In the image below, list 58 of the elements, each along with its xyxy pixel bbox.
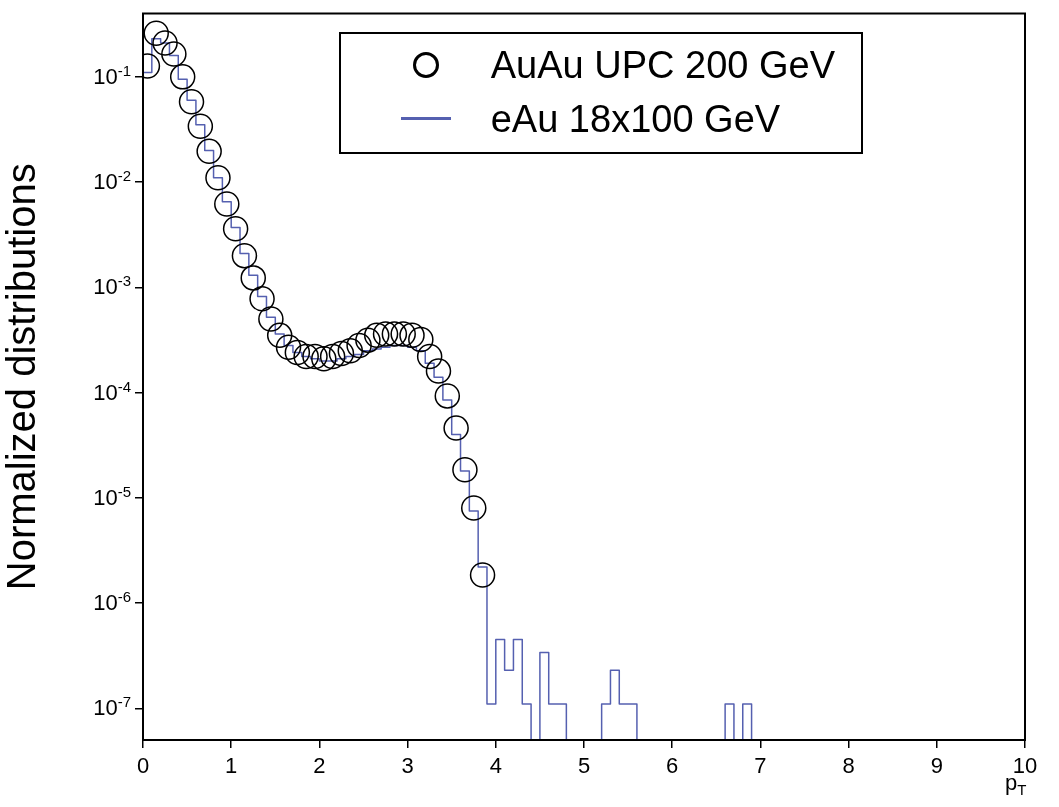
point <box>275 334 302 360</box>
point <box>187 113 214 139</box>
x-tick-label: 8 <box>842 753 855 779</box>
point <box>337 337 364 364</box>
y-tick-label: 10$^{-1}$ <box>93 61 131 89</box>
point <box>178 89 205 115</box>
x-tick-label: 0 <box>136 753 150 779</box>
point <box>381 321 408 347</box>
point <box>222 216 249 242</box>
point <box>399 322 425 349</box>
y-tick-label: 10$^{-4}$ <box>93 377 131 405</box>
x-tick-label: 3 <box>401 753 414 779</box>
x-tick-label: 7 <box>754 753 767 779</box>
point <box>416 343 443 370</box>
x-tick-label: 1 <box>225 753 238 779</box>
point <box>311 345 337 372</box>
point <box>434 383 461 409</box>
point <box>169 64 196 90</box>
x-tick-label: 6 <box>666 753 679 779</box>
point <box>346 332 372 359</box>
y-tick-label: 10$^{-3}$ <box>93 272 131 300</box>
point <box>143 20 169 46</box>
x-tick-label: 9 <box>930 753 943 779</box>
point <box>452 456 478 483</box>
point <box>461 495 487 521</box>
point <box>390 321 416 347</box>
legend-label: eAu 18x100 GeV <box>490 96 781 142</box>
point <box>469 562 496 588</box>
point <box>284 339 311 366</box>
point <box>249 285 275 312</box>
point <box>196 138 222 165</box>
point <box>258 306 284 332</box>
legend-label: AuAu UPC 200 GeV <box>490 42 835 88</box>
x-tick-label: 5 <box>577 753 591 779</box>
point <box>355 327 381 353</box>
point <box>425 358 452 384</box>
point <box>363 322 390 349</box>
point <box>266 322 293 349</box>
x-tick-label: 4 <box>489 753 502 779</box>
point <box>231 242 258 269</box>
point <box>372 321 399 347</box>
point <box>328 340 355 367</box>
point <box>205 165 231 191</box>
y-axis-title: Normalized distributions <box>0 163 44 591</box>
y-tick-label: 10$^{-6}$ <box>93 587 131 616</box>
y-tick-label: 10$^{-5}$ <box>93 482 131 510</box>
point <box>152 30 178 56</box>
point <box>214 191 240 217</box>
x-tick-label: 2 <box>313 753 326 779</box>
point <box>240 265 266 291</box>
point <box>443 415 469 441</box>
point <box>302 343 328 370</box>
point <box>293 343 319 370</box>
y-tick-label: 10$^{-2}$ <box>93 166 131 195</box>
point <box>319 343 346 370</box>
y-tick-label: 10$^{-7}$ <box>93 692 131 721</box>
point <box>161 41 187 67</box>
point <box>408 326 434 353</box>
